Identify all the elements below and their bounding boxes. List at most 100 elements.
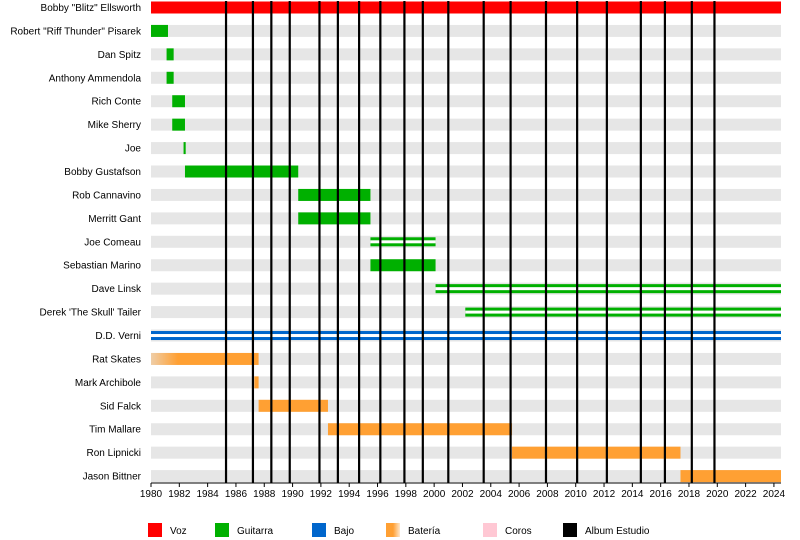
row-band xyxy=(151,24,781,37)
member-name-merritt-gant: Merritt Gant xyxy=(88,214,141,225)
x-tick-label: 1986 xyxy=(225,489,248,500)
x-tick-label: 2020 xyxy=(706,489,729,500)
segment-bateria xyxy=(680,470,781,483)
segment-guitarra xyxy=(151,24,168,37)
segment-voz xyxy=(151,1,781,14)
segment-bateria xyxy=(512,446,681,459)
member-name-sebastian-marino: Sebastian Marino xyxy=(63,261,141,272)
row-band xyxy=(151,352,781,365)
x-tick-label: 2002 xyxy=(451,489,474,500)
segment-coros xyxy=(435,287,781,291)
legend-swatch-bateria xyxy=(386,523,400,537)
member-name-d-d-verni: D.D. Verni xyxy=(95,331,141,342)
member-name-jason-bittner: Jason Bittner xyxy=(83,472,142,483)
legend: Voz Guitarra Bajo Batería Coros Album Estudio xyxy=(148,523,650,537)
member-name-ron-lipnicki: Ron Lipnicki xyxy=(87,448,141,459)
row-band xyxy=(151,118,781,131)
segment-bateria xyxy=(151,352,259,365)
x-tick-label: 1998 xyxy=(395,489,418,500)
legend-swatch-guitarra xyxy=(215,523,229,537)
member-name-rob-cannavino: Rob Cannavino xyxy=(72,190,141,201)
legend-label-coros: Coros xyxy=(505,526,532,537)
legend-label-guitarra: Guitarra xyxy=(237,526,274,537)
segment-guitarra xyxy=(172,95,185,108)
legend-label-bajo: Bajo xyxy=(334,526,354,537)
x-tick-label: 2000 xyxy=(423,489,446,500)
member-name-derek-the-skull-tailer: Derek 'The Skull' Tailer xyxy=(40,308,142,319)
legend-swatch-coros xyxy=(483,523,497,537)
x-tick-label: 2018 xyxy=(678,489,701,500)
x-tick-label: 1988 xyxy=(253,489,276,500)
member-name-sid-falck: Sid Falck xyxy=(100,401,142,412)
segment-guitarra xyxy=(370,259,436,272)
segment-guitarra xyxy=(298,212,371,225)
x-tick-label: 1980 xyxy=(140,489,163,500)
x-tick-label: 1982 xyxy=(168,489,191,500)
x-tick-label: 2016 xyxy=(650,489,673,500)
segment-bateria xyxy=(254,376,259,389)
row-band xyxy=(151,48,781,61)
member-name-mike-sherry: Mike Sherry xyxy=(88,120,141,131)
member-name-tim-mallare: Tim Mallare xyxy=(89,425,141,436)
row-band xyxy=(151,212,781,225)
legend-label-voz: Voz xyxy=(170,526,187,537)
member-name-dan-spitz: Dan Spitz xyxy=(98,50,141,61)
segment-guitarra xyxy=(166,48,174,61)
segment-bateria xyxy=(258,399,328,412)
segment-guitarra xyxy=(298,188,371,201)
album-lines xyxy=(224,1,716,483)
segment-bateria xyxy=(327,423,513,436)
row-band xyxy=(151,142,781,155)
row-band xyxy=(151,71,781,84)
x-tick-label: 2024 xyxy=(763,489,786,500)
member-names: Bobby "Blitz" Ellsworth Robert "Riff Thun… xyxy=(10,3,142,483)
member-name-rat-skates: Rat Skates xyxy=(92,354,141,365)
legend-label-bateria: Batería xyxy=(408,526,441,537)
member-name-bobby-gustafson: Bobby Gustafson xyxy=(64,167,141,178)
x-tick-label: 2010 xyxy=(565,489,588,500)
legend-swatch-bajo xyxy=(312,523,326,537)
member-name-robert-riff-thunder-pisarek: Robert "Riff Thunder" Pisarek xyxy=(10,26,142,37)
x-tick-label: 1984 xyxy=(197,489,220,500)
member-name-rich-conte: Rich Conte xyxy=(92,97,142,108)
x-tick-label: 2008 xyxy=(536,489,559,500)
row-band xyxy=(151,470,781,483)
member-bars xyxy=(151,1,781,483)
segment-guitarra xyxy=(183,142,186,155)
x-tick-label: 1992 xyxy=(310,489,333,500)
segment-coros xyxy=(370,240,436,244)
legend-label-album: Album Estudio xyxy=(585,526,650,537)
member-name-anthony-ammendola: Anthony Ammendola xyxy=(49,73,142,84)
row-band xyxy=(151,376,781,389)
legend-swatch-voz xyxy=(148,523,162,537)
row-band xyxy=(151,95,781,108)
x-tick-label: 2014 xyxy=(621,489,644,500)
segment-coros xyxy=(151,334,781,338)
row-band xyxy=(151,235,781,248)
member-name-dave-linsk: Dave Linsk xyxy=(92,284,142,295)
row-band xyxy=(151,446,781,459)
x-tick-label: 1990 xyxy=(281,489,304,500)
x-tick-label: 2004 xyxy=(480,489,503,500)
segment-guitarra xyxy=(166,71,174,84)
member-name-bobby-blitz-ellsworth: Bobby "Blitz" Ellsworth xyxy=(41,3,141,14)
member-name-joe-comeau: Joe Comeau xyxy=(84,237,141,248)
row-band xyxy=(151,399,781,412)
row-band xyxy=(151,165,781,178)
row-band xyxy=(151,259,781,272)
x-tick-label: 2006 xyxy=(508,489,531,500)
x-tick-label: 2022 xyxy=(734,489,757,500)
x-axis: 1980 1982 1984 1986 1988 1990 1992 1994 1996 1998… xyxy=(140,482,786,500)
segment-guitarra xyxy=(172,118,185,131)
row-bands xyxy=(151,1,781,483)
segment-coros xyxy=(465,310,781,314)
x-tick-label: 1996 xyxy=(366,489,389,500)
member-name-joe: Joe xyxy=(125,144,142,155)
segment-guitarra xyxy=(184,165,299,178)
x-tick-label: 1994 xyxy=(338,489,361,500)
x-tick-label: 2012 xyxy=(593,489,616,500)
member-name-mark-archibole: Mark Archibole xyxy=(75,378,142,389)
legend-swatch-album xyxy=(563,523,577,537)
row-band xyxy=(151,188,781,201)
